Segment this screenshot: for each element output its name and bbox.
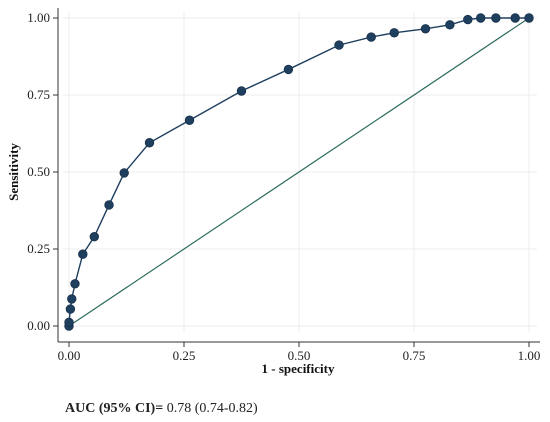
roc-chart: 0.00 0.25 0.50 0.75 1.00 0.00 0.25 0.50 0.75 1.00… [6, 8, 540, 376]
roc-point [366, 32, 376, 42]
roc-point [104, 200, 114, 210]
y-tick-label: 0.25 [27, 241, 50, 256]
roc-point [445, 20, 455, 30]
roc-point [510, 13, 520, 23]
roc-point [236, 86, 247, 96]
grid-lines [63, 12, 537, 332]
roc-point [119, 168, 129, 178]
reference-line [68, 17, 530, 327]
series-layer [64, 13, 534, 331]
roc-point [67, 294, 77, 304]
roc-point [65, 304, 76, 314]
auc-caption: AUC (95% CI)= 0.78 (0.74-0.82) [65, 401, 258, 417]
y-tick-label: 0.50 [27, 164, 50, 179]
roc-point [334, 40, 344, 50]
x-axis-label: 1 - specificity [262, 361, 335, 376]
roc-point [491, 13, 501, 23]
x-tick-label: 1.00 [518, 348, 541, 363]
axes [53, 8, 540, 347]
roc-point [78, 249, 88, 259]
roc-point [389, 28, 399, 38]
auc-label: AUC (95% CI)= [65, 401, 164, 416]
roc-point [283, 64, 294, 75]
auc-value: 0.78 (0.74-0.82) [163, 401, 258, 416]
x-tick-label: 0.00 [58, 348, 81, 363]
roc-point [420, 24, 431, 34]
y-tick-label: 0.75 [27, 87, 50, 102]
tick-labels: 0.00 0.25 0.50 0.75 1.00 0.00 0.25 0.50 0.75 1.00 [27, 10, 540, 363]
x-tick-label: 0.25 [173, 348, 196, 363]
roc-point [64, 317, 74, 328]
roc-point [476, 13, 486, 23]
y-tick-label: 0.00 [27, 318, 50, 333]
y-tick-label: 1.00 [27, 10, 50, 25]
roc-point [144, 138, 155, 148]
roc-point [184, 115, 195, 125]
roc-point [89, 231, 100, 242]
roc-point [524, 13, 534, 23]
x-tick-label: 0.75 [403, 348, 426, 363]
roc-point [70, 279, 80, 289]
y-axis-label: Sensitivity [6, 143, 21, 201]
roc-point [463, 14, 473, 25]
x-tick-label: 0.50 [288, 348, 311, 363]
